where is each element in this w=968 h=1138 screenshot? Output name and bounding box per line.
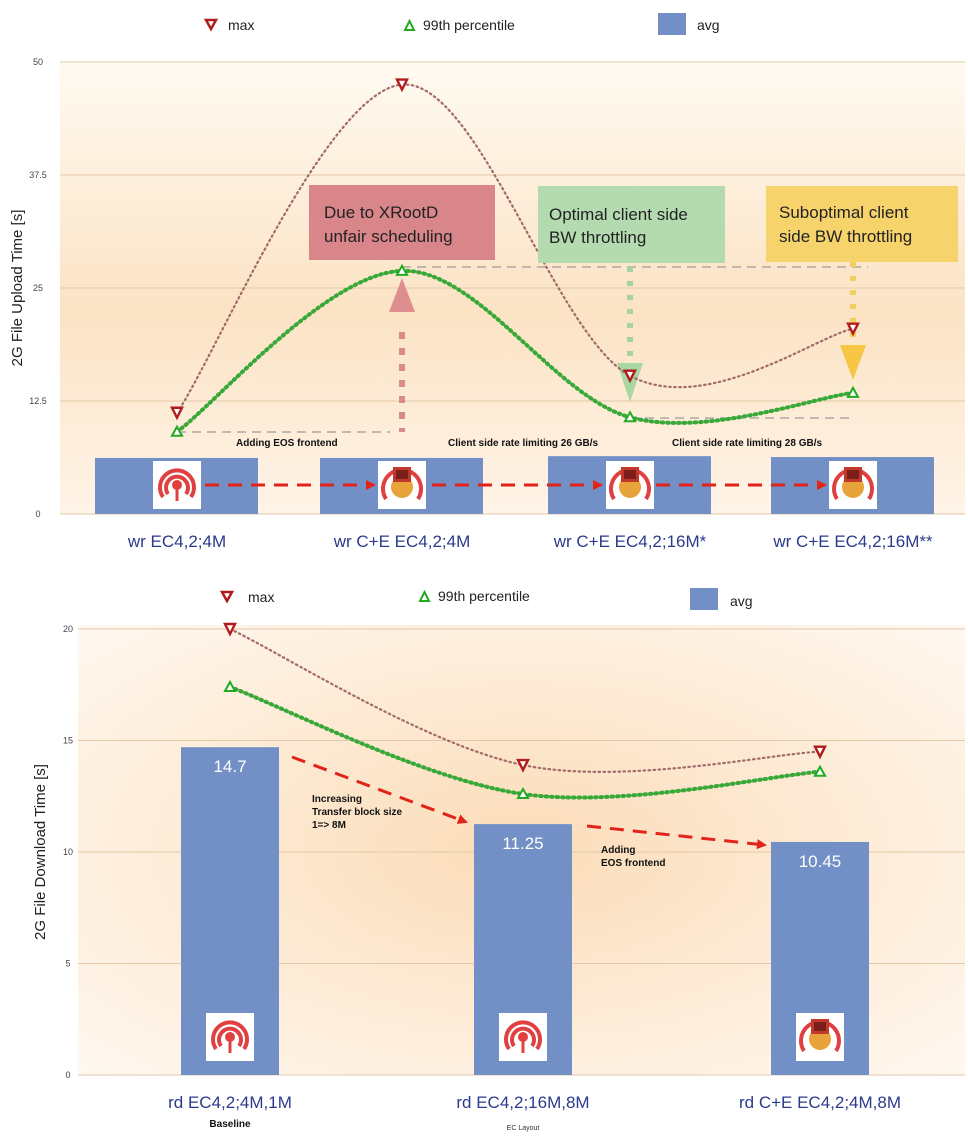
callout-suboptimal-throttling: Suboptimal client side BW throttling [766, 186, 958, 262]
legend-avg: avg [730, 593, 753, 609]
caption-baseline: Baseline [209, 1119, 251, 1130]
annotation: Client side rate limiting 28 GB/s [672, 438, 822, 449]
callout-text: Optimal client side [549, 205, 688, 224]
x-axis-labels: rd EC4,2;4M,1M rd EC4,2;16M,8M rd C+E EC4,… [168, 1093, 901, 1112]
p99-marker-icon [420, 592, 429, 601]
download-chart: 0 5 10 15 20 2G File Download Time [s] max 9… [32, 588, 965, 1132]
ceph-logo-icon [153, 461, 201, 509]
legend-avg: avg [697, 17, 720, 33]
callout-text: unfair scheduling [324, 227, 453, 246]
max-marker-icon [222, 592, 232, 601]
annotation: Adding EOS frontend [236, 438, 338, 449]
x-category-label: wr C+E EC4,2;16M** [772, 532, 933, 551]
y-axis-label: 2G File Download Time [s] [32, 764, 49, 940]
bar-value-label: 14.7 [213, 757, 246, 776]
legend-max: max [228, 17, 254, 33]
x-category-label: wr C+E EC4,2;4M [333, 532, 471, 551]
callout-optimal-throttling: Optimal client side BW throttling [538, 186, 725, 263]
ceph-logo-icon [499, 1013, 547, 1061]
callout-text: Due to XRootD [324, 203, 438, 222]
y-tick-label: 25 [33, 283, 43, 293]
legend: max 99th percentile avg [222, 588, 753, 610]
legend-p99: 99th percentile [423, 17, 515, 33]
ceph-logo-icon [206, 1013, 254, 1061]
callout-text: Suboptimal client [779, 203, 909, 222]
y-tick-label: 12.5 [29, 396, 47, 406]
y-tick-label: 5 [65, 959, 70, 969]
avg-swatch-icon [658, 13, 686, 35]
callout-unfair-scheduling: Due to XRootD unfair scheduling [309, 185, 495, 260]
legend-p99: 99th percentile [438, 588, 530, 604]
avg-swatch-icon [690, 588, 718, 610]
eos-ceph-logo-icon [378, 461, 426, 509]
callout-text: side BW throttling [779, 227, 912, 246]
max-marker-icon [206, 20, 216, 29]
y-tick-label: 20 [63, 624, 73, 634]
bar-value-label: 11.25 [502, 834, 543, 853]
x-category-label: rd EC4,2;4M,1M [168, 1093, 292, 1112]
y-tick-label: 50 [33, 57, 43, 67]
legend-max: max [248, 589, 274, 605]
y-tick-label: 10 [63, 847, 73, 857]
bar-value-label: 10.45 [799, 852, 842, 871]
x-category-label: wr C+E EC4,2;16M* [553, 532, 707, 551]
x-category-label: rd C+E EC4,2;4M,8M [739, 1093, 901, 1112]
eos-ceph-logo-icon [829, 461, 877, 509]
y-tick-label: 0 [65, 1070, 70, 1080]
y-tick-label: 37.5 [29, 170, 47, 180]
eos-ceph-logo-icon [796, 1013, 844, 1061]
y-axis-ticks: 0 12.5 25 37.5 50 [29, 57, 47, 519]
y-tick-label: 0 [35, 509, 40, 519]
eos-ceph-logo-icon [606, 461, 654, 509]
y-axis-ticks: 0 5 10 15 20 [63, 624, 73, 1080]
x-category-label: wr EC4,2;4M [127, 532, 226, 551]
annotation: Client side rate limiting 26 GB/s [448, 438, 598, 449]
x-axis-labels: wr EC4,2;4M wr C+E EC4,2;4M wr C+E EC4,2;1… [127, 532, 933, 551]
y-axis-label: 2G File Upload Time [s] [9, 210, 26, 367]
x-category-label: rd EC4,2;16M,8M [456, 1093, 589, 1112]
upload-chart: 0 12.5 25 37.5 50 2G File Upload Time [s] ma… [9, 13, 965, 551]
p99-marker-icon [405, 21, 414, 30]
y-tick-label: 15 [63, 736, 73, 746]
callout-text: BW throttling [549, 228, 646, 247]
caption-ec-layout: EC Layout [507, 1125, 540, 1132]
legend: max 99th percentile avg [206, 13, 720, 35]
